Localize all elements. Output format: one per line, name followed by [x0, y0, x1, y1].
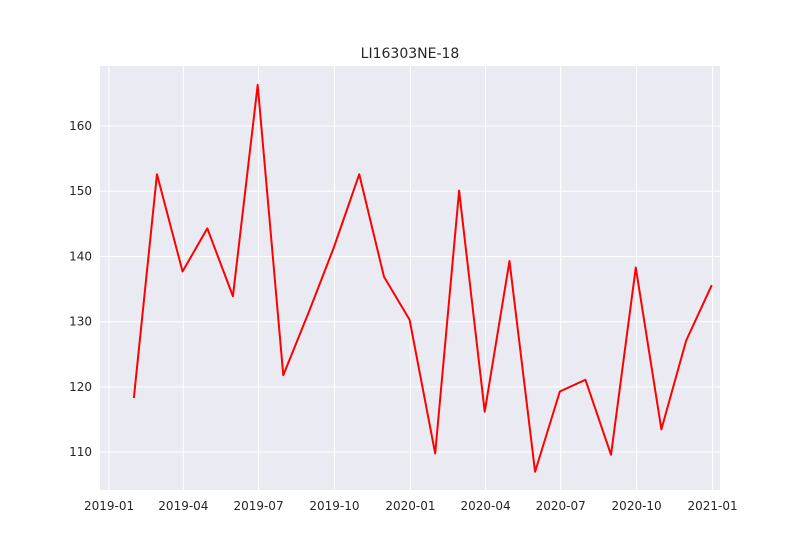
x-tick-label: 2019-07 [233, 499, 283, 513]
y-tick-label: 150 [69, 184, 92, 198]
y-tick-label: 110 [69, 445, 92, 459]
x-tick-label: 2019-10 [309, 499, 359, 513]
series-layer [132, 83, 713, 473]
x-tick-label: 2020-07 [536, 499, 586, 513]
y-tick-label: 130 [69, 315, 92, 329]
chart-title: LI16303NE-18 [361, 46, 460, 62]
y-tick-label: 120 [69, 380, 92, 394]
x-axis-tick-labels: 2019-01 2019-04 2019-07 2019-10 2020-01 2020-… [84, 499, 738, 513]
series-line [132, 83, 713, 473]
x-gridlines [108, 66, 714, 490]
y-tick-label: 140 [69, 249, 92, 263]
x-tick-label: 2020-10 [612, 499, 662, 513]
x-tick-label: 2020-04 [460, 499, 510, 513]
y-axis-tick-labels: 110 120 130 140 150 160 [69, 119, 92, 459]
x-tick-label: 2020-01 [385, 499, 435, 513]
y-tick-label: 160 [69, 119, 92, 133]
x-tick-label: 2019-04 [158, 499, 208, 513]
x-tick-label: 2021-01 [687, 499, 737, 513]
x-tick-label: 2019-01 [84, 499, 134, 513]
